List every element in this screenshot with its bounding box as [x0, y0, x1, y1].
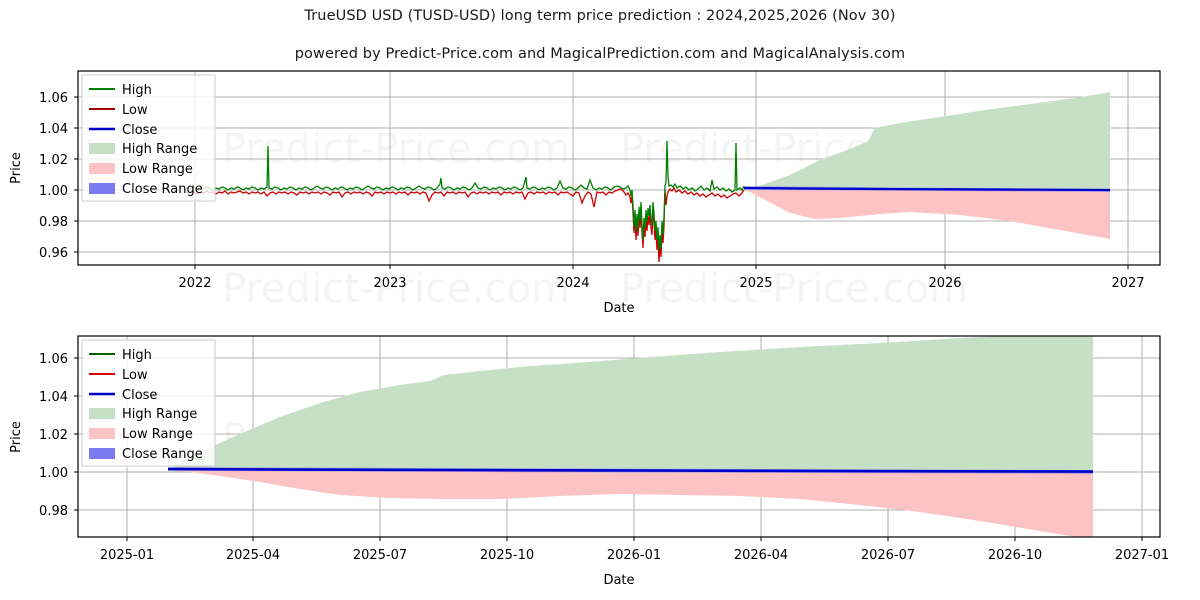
long-term-chart: Predict-Price.com Predict-Price.com Pred…: [9, 70, 1161, 316]
legend-swatch-high-range-icon: [89, 143, 115, 154]
bottom-xtick-label: 2025-10: [480, 548, 534, 563]
bottom-x-axis-label: Date: [603, 573, 634, 588]
legend-swatch-high-range-icon: [89, 408, 115, 419]
forecast-detail-chart: Predict-Price.com Predict-Price.com: [9, 335, 1169, 588]
legend-label-close: Close: [122, 123, 157, 138]
bottom-close-series: [167, 467, 1094, 473]
top-ytick-label: 1.00: [39, 184, 68, 199]
watermark-text: Predict-Price.com: [222, 126, 570, 172]
top-ytick-label: 1.04: [39, 122, 68, 137]
legend-label-low: Low: [122, 368, 148, 383]
bottom-y-axis: 1.06 1.04 1.02 1.00 0.98 Price: [9, 352, 78, 519]
top-low-range-band: [744, 190, 1110, 239]
bottom-high-range-band: [168, 336, 1093, 471]
legend-label-high-range: High Range: [122, 142, 197, 157]
legend-swatch-close-range-icon: [89, 448, 115, 459]
legend-label-close: Close: [122, 388, 157, 403]
top-xtick-label: 2024: [556, 276, 589, 291]
legend-label-low-range: Low Range: [122, 427, 193, 442]
bottom-ytick-label: 1.02: [39, 428, 68, 443]
legend-label-high-range: High Range: [122, 407, 197, 422]
legend-label-low-range: Low Range: [122, 162, 193, 177]
bottom-xtick-label: 2025-04: [226, 548, 280, 563]
bottom-xtick-label: 2026-10: [988, 548, 1042, 563]
top-xtick-label: 2025: [739, 276, 772, 291]
legend-swatch-close-range-icon: [89, 183, 115, 194]
page-title: TrueUSD USD (TUSD-USD) long term price p…: [304, 8, 896, 24]
top-xtick-label: 2023: [373, 276, 406, 291]
bottom-ytick-label: 1.06: [39, 352, 68, 367]
bottom-xtick-label: 2026-07: [861, 548, 915, 563]
legend-label-close-range: Close Range: [122, 447, 203, 462]
legend-label-close-range: Close Range: [122, 182, 203, 197]
bottom-y-axis-label: Price: [9, 421, 24, 453]
top-x-axis-label: Date: [603, 301, 634, 316]
bottom-ytick-label: 1.04: [39, 390, 68, 405]
top-xtick-label: 2022: [178, 276, 211, 291]
legend-swatch-low-range-icon: [89, 428, 115, 439]
top-ytick-label: 1.02: [39, 153, 68, 168]
legend-swatch-low-range-icon: [89, 163, 115, 174]
bottom-xtick-label: 2027-01: [1115, 548, 1169, 563]
page-subtitle: powered by Predict-Price.com and Magical…: [294, 46, 906, 62]
top-close-series: [743, 186, 1111, 192]
bottom-ytick-label: 0.98: [39, 504, 68, 519]
top-y-axis: 1.06 1.04 1.02 1.00 0.98 0.96 Price: [9, 91, 78, 261]
top-plot-border: [77, 70, 1161, 266]
top-high-series: [185, 140, 745, 252]
legend-label-high: High: [122, 348, 152, 363]
watermark-text: Predict-Price.com: [620, 266, 968, 312]
bottom-low-range-band: [168, 471, 1093, 537]
top-xtick-label: 2027: [1111, 276, 1144, 291]
top-low-series: [185, 186, 745, 263]
top-legend: High Low Close High Range Low Range Clos…: [81, 74, 216, 202]
bottom-x-axis: 2025-01 2025-04 2025-07 2025-10 2026-01 …: [100, 537, 1169, 588]
legend-label-low: Low: [122, 103, 148, 118]
bottom-xtick-label: 2026-01: [607, 548, 661, 563]
bottom-xtick-label: 2026-04: [734, 548, 788, 563]
top-ytick-label: 0.96: [39, 246, 68, 261]
legend-label-high: High: [122, 83, 152, 98]
top-x-axis: 2022 2023 2024 2025 2026 2027 Date: [178, 265, 1145, 316]
top-ytick-label: 1.06: [39, 91, 68, 106]
bottom-ytick-label: 1.00: [39, 466, 68, 481]
top-ytick-label: 0.98: [39, 215, 68, 230]
top-xtick-label: 2026: [928, 276, 961, 291]
bottom-xtick-label: 2025-01: [100, 548, 154, 563]
top-y-axis-label: Price: [9, 152, 24, 184]
bottom-legend: High Low Close High Range Low Range Clos…: [81, 339, 216, 467]
bottom-plot-border: [77, 335, 1161, 538]
bottom-xtick-label: 2025-07: [353, 548, 407, 563]
top-high-range-band: [744, 92, 1110, 190]
watermark-text: Predict-Price.com: [222, 266, 570, 312]
